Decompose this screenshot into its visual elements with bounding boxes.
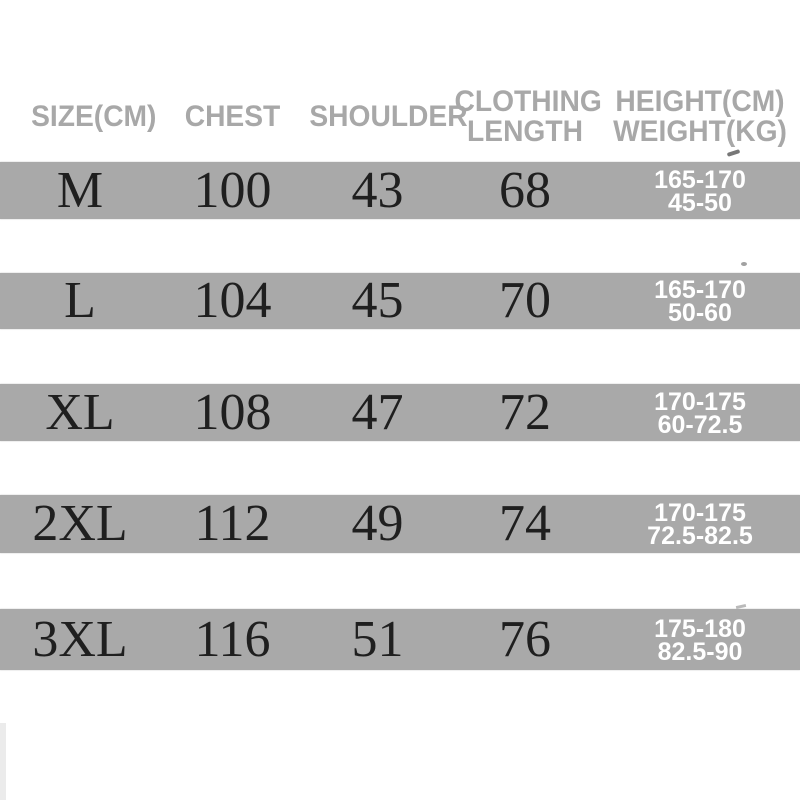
length-cell: 68 (499, 161, 551, 219)
table-row-m: M 100 43 68 165-170 45-50 (0, 162, 800, 219)
shoulder-cell: 47 (351, 383, 404, 441)
length-cell: 72 (499, 383, 551, 441)
chest-cell: 108 (193, 383, 272, 441)
shoulder-cell: 51 (351, 610, 404, 668)
weight-range: 60-72.5 (657, 410, 743, 439)
weight-range: 72.5-82.5 (647, 522, 753, 550)
header-row: SIZE(CM) CHEST SHOULDER CLOTHING LENGTH … (0, 85, 800, 149)
size-cell: XL (45, 383, 115, 441)
smudge-artifact (741, 262, 747, 266)
shoulder-cell: 43 (351, 161, 404, 219)
smudge-artifact (726, 149, 741, 157)
height-range: 165-170 (654, 276, 746, 304)
size-cell: 3XL (32, 610, 128, 668)
length-cell: 76 (499, 610, 551, 668)
table-row-xl: XL 108 47 72 170-175 60-72.5 (0, 384, 800, 441)
height-weight-cell: 165-170 45-50 (600, 167, 800, 215)
header-clothing-length: CLOTHING LENGTH (454, 85, 602, 148)
size-cell: 2XL (32, 495, 128, 552)
scan-edge-artifact (0, 723, 6, 800)
length-cell: 70 (499, 272, 551, 329)
header-clothing-length-line1: CLOTHING (454, 85, 602, 118)
header-shoulder: SHOULDER (309, 100, 468, 133)
chest-cell: 100 (193, 161, 272, 219)
header-size: SIZE(CM) (31, 100, 157, 133)
table-row-3xl: 3XL 116 51 76 175-180 82.5-90 (0, 609, 800, 670)
size-cell: L (64, 272, 96, 329)
shoulder-cell: 49 (351, 495, 404, 552)
header-height-weight: HEIGHT(CM) WEIGHT(KG) (606, 87, 794, 147)
table-row-2xl: 2XL 112 49 74 170-175 72.5-82.5 (0, 495, 800, 553)
height-weight-cell: 170-175 60-72.5 (600, 389, 800, 437)
shoulder-cell: 45 (351, 272, 404, 329)
chest-cell: 112 (194, 495, 271, 552)
length-cell: 74 (499, 495, 551, 552)
height-weight-cell: 165-170 50-60 (600, 276, 800, 327)
weight-range: 82.5-90 (657, 637, 743, 666)
height-range: 165-170 (654, 165, 746, 194)
size-cell: M (56, 161, 104, 219)
height-range: 170-175 (654, 499, 746, 527)
header-height-line: HEIGHT(CM) (615, 85, 785, 118)
weight-range: 50-60 (668, 299, 732, 327)
height-weight-cell: 175-180 82.5-90 (600, 616, 800, 664)
height-range: 170-175 (654, 387, 746, 416)
header-chest: CHEST (184, 100, 281, 133)
chest-cell: 116 (194, 610, 271, 668)
height-weight-cell: 170-175 72.5-82.5 (600, 499, 800, 550)
table-row-l: L 104 45 70 165-170 50-60 (0, 273, 800, 329)
weight-range: 45-50 (668, 188, 732, 217)
height-range: 175-180 (654, 614, 746, 643)
header-clothing-length-line2: LENGTH (467, 115, 583, 148)
header-weight-line: WEIGHT(KG) (613, 115, 787, 148)
chest-cell: 104 (193, 272, 272, 329)
